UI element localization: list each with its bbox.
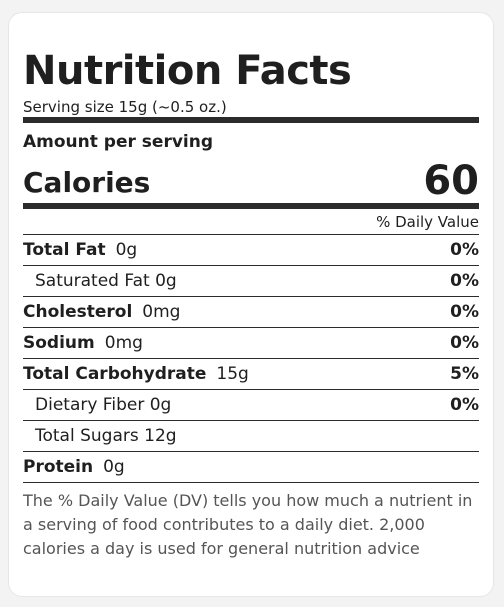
nutrient-dv: 0% (450, 302, 479, 322)
nutrient-label: Dietary Fiber 0g (35, 395, 172, 415)
calories-row: Calories 60 (23, 155, 479, 203)
thick-divider (23, 117, 479, 123)
nutrient-name: Total Fat 0g (23, 240, 137, 260)
nutrient-dv: 0% (450, 395, 479, 415)
calories-label: Calories (23, 166, 151, 199)
nutrient-name: Cholesterol 0mg (23, 302, 180, 322)
daily-value-footnote: The % Daily Value (DV) tells you how muc… (23, 482, 479, 561)
nutrient-row-sodium: Sodium 0mg 0% (23, 327, 479, 358)
nutrient-label: Cholesterol (23, 302, 133, 322)
nutrient-dv: 5% (450, 364, 479, 384)
nutrient-label: Protein (23, 457, 94, 477)
nutrient-amount: 0g (103, 457, 125, 477)
nutrient-name: Total Carbohydrate 15g (23, 364, 249, 384)
nutrient-amount: 0mg (104, 333, 143, 353)
serving-size: Serving size 15g (~0.5 oz.) (23, 98, 227, 116)
nutrient-amount: 15g (216, 364, 249, 384)
nutrient-label: Sodium (23, 333, 95, 353)
daily-value-header: % Daily Value (376, 213, 479, 231)
nutrient-dv: 0% (450, 333, 479, 353)
nutrient-name: Protein 0g (23, 457, 125, 477)
nutrient-row-total-sugars: Total Sugars 12g (23, 420, 479, 451)
nutrition-label: Nutrition Facts Serving size 15g (~0.5 o… (23, 49, 479, 561)
calories-value: 60 (423, 158, 479, 204)
amount-per-serving: Amount per serving (23, 132, 214, 152)
nutrient-label: Total Sugars 12g (35, 426, 177, 446)
nutrient-dv: 0% (450, 271, 479, 291)
nutrient-label: Total Fat (23, 240, 106, 260)
nutrient-amount: 0mg (142, 302, 181, 322)
thick-divider (23, 203, 479, 209)
nutrient-row-cholesterol: Cholesterol 0mg 0% (23, 296, 479, 327)
nutrient-label: Saturated Fat 0g (35, 271, 177, 291)
nutrient-label: Total Carbohydrate (23, 364, 207, 384)
nutrient-row-total-carbohydrate: Total Carbohydrate 15g 5% (23, 358, 479, 389)
nutrition-card: Nutrition Facts Serving size 15g (~0.5 o… (8, 12, 494, 597)
nutrient-row-total-fat: Total Fat 0g 0% (23, 234, 479, 265)
nutrient-row-dietary-fiber: Dietary Fiber 0g 0% (23, 389, 479, 420)
nutrient-row-protein: Protein 0g (23, 451, 479, 482)
nutrient-amount: 0g (115, 240, 138, 260)
nutrition-title: Nutrition Facts (23, 48, 352, 94)
nutrient-row-saturated-fat: Saturated Fat 0g 0% (23, 265, 479, 296)
nutrient-dv: 0% (450, 240, 479, 260)
nutrient-name: Sodium 0mg (23, 333, 143, 353)
